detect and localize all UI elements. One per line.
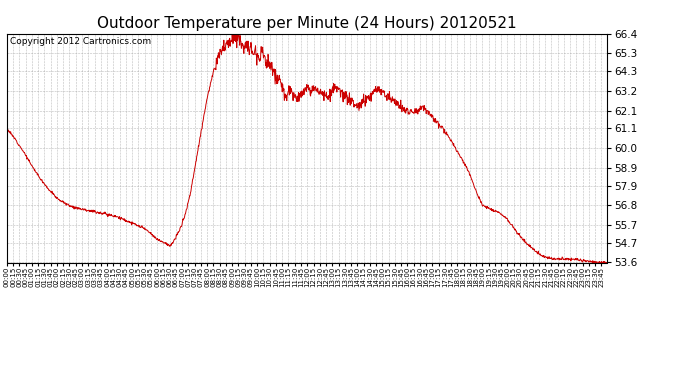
Text: Copyright 2012 Cartronics.com: Copyright 2012 Cartronics.com [10,37,151,46]
Title: Outdoor Temperature per Minute (24 Hours) 20120521: Outdoor Temperature per Minute (24 Hours… [97,16,517,31]
